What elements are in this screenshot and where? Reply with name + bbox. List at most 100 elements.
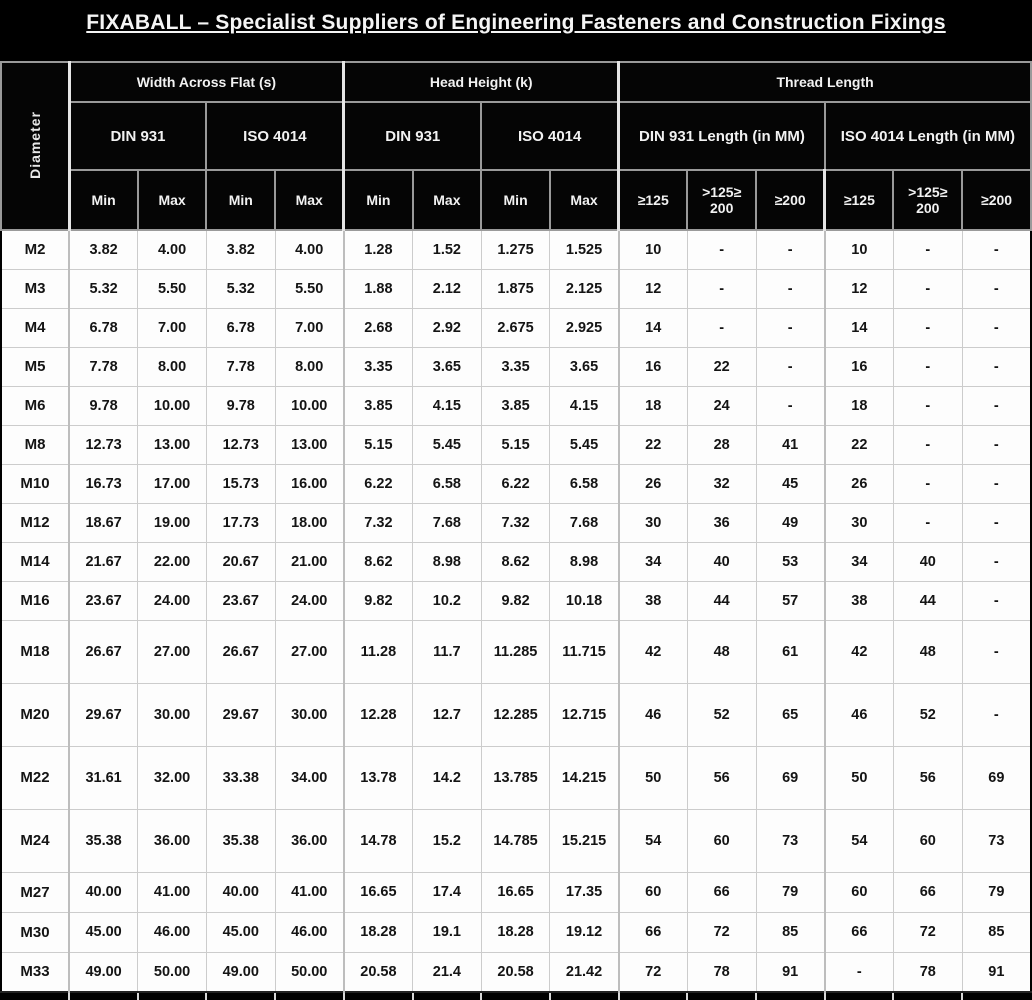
table-cell: 42 (823, 619, 894, 684)
table-cell: 5.15 (342, 424, 414, 465)
row-diameter-label: M12 (0, 502, 70, 543)
table-cell: 10.2 (412, 580, 482, 621)
table-cell: 54 (617, 808, 688, 873)
table-cell: 9.78 (68, 385, 139, 426)
table-cell: 22.00 (137, 541, 207, 582)
table-cell: 14 (823, 307, 894, 348)
table-cell: 11.28 (342, 619, 414, 684)
table-cell: - (961, 385, 1032, 426)
table-cell: 79 (755, 871, 826, 913)
row-diameter-label: M8 (0, 424, 70, 465)
table-cell: - (961, 229, 1032, 270)
row-diameter-label: M5 (0, 346, 70, 387)
table-cell: 34 (823, 541, 894, 582)
row-diameter-label: M6 (0, 385, 70, 426)
table-cell: 50.00 (274, 951, 345, 993)
table-cell: 38 (617, 580, 688, 621)
table-cell: 52 (686, 682, 757, 747)
bottom-strip-cell (342, 991, 413, 1000)
standard-header: DIN 931 Length (in MM) (617, 101, 826, 171)
table-cell: 30.00 (274, 682, 345, 747)
row-diameter-label: M3 (0, 268, 70, 309)
table-cell: 7.32 (342, 502, 414, 543)
table-cell: 36.00 (274, 808, 345, 873)
standard-header: ISO 4014 Length (in MM) (823, 101, 1032, 171)
table-cell: - (755, 229, 826, 270)
table-cell: 21.67 (68, 541, 139, 582)
table-cell: 14.215 (549, 745, 620, 810)
table-cell: 60 (686, 808, 757, 873)
table-cell: 2.925 (549, 307, 620, 348)
table-cell: - (892, 424, 963, 465)
table-row: M20 29.67 30.00 29.67 30.00 12.28 12.7 12.285 12… (0, 682, 1032, 747)
table-row: M24 35.38 36.00 35.38 36.00 14.78 15.2 14.785 15… (0, 808, 1032, 873)
table-cell: 13.00 (137, 424, 207, 465)
row-diameter-label: M27 (0, 871, 70, 913)
table-cell: - (892, 229, 963, 270)
table-cell: 26.67 (205, 619, 276, 684)
table-cell: 31.61 (68, 745, 139, 810)
table-cell: 44 (892, 580, 963, 621)
table-cell: 22 (823, 424, 894, 465)
table-cell: 69 (961, 745, 1032, 810)
table-cell: 66 (823, 911, 894, 953)
table-cell: 5.50 (274, 268, 345, 309)
table-cell: 19.12 (549, 911, 620, 953)
table-cell: - (961, 502, 1032, 543)
table-cell: 2.68 (342, 307, 414, 348)
table-cell: 10 (617, 229, 688, 270)
table-cell: 15.2 (412, 808, 482, 873)
table-cell: 3.85 (480, 385, 551, 426)
row-diameter-label: M33 (0, 951, 70, 993)
table-cell: - (961, 346, 1032, 387)
table-cell: 2.12 (412, 268, 482, 309)
table-cell: 4.00 (274, 229, 345, 270)
table-cell: 40.00 (205, 871, 276, 913)
table-row: M14 21.67 22.00 20.67 21.00 8.62 8.98 8.62 8.98 3… (0, 541, 1032, 582)
table-cell: 10 (823, 229, 894, 270)
table-cell: 23.67 (68, 580, 139, 621)
column-header: ≥200 (755, 169, 826, 231)
table-cell: 60 (892, 808, 963, 873)
table-cell: 6.58 (412, 463, 482, 504)
table-row: M27 40.00 41.00 40.00 41.00 16.65 17.4 16.65 17.… (0, 871, 1032, 913)
table-cell: - (823, 951, 894, 993)
table-cell: 53 (755, 541, 826, 582)
table-cell: 41 (755, 424, 826, 465)
table-cell: 48 (892, 619, 963, 684)
table-cell: 9.78 (205, 385, 276, 426)
table-cell: 3.65 (549, 346, 620, 387)
table-cell: - (961, 541, 1032, 582)
table-cell: 1.525 (549, 229, 620, 270)
table-cell: 5.45 (412, 424, 482, 465)
table-cell: 3.82 (68, 229, 139, 270)
table-cell: 7.00 (274, 307, 345, 348)
bottom-strip-cell (411, 991, 482, 1000)
table-cell: 6.22 (480, 463, 551, 504)
table-cell: - (961, 268, 1032, 309)
table-cell: 8.98 (412, 541, 482, 582)
table-cell: 27.00 (274, 619, 345, 684)
table-cell: 6.78 (205, 307, 276, 348)
column-header: >125≥ 200 (686, 169, 758, 231)
table-cell: 12.73 (68, 424, 139, 465)
table-cell: 78 (686, 951, 757, 993)
table-cell: 91 (755, 951, 826, 993)
table-cell: 10.18 (549, 580, 620, 621)
table-cell: 3.82 (205, 229, 276, 270)
table-cell: 72 (617, 951, 688, 993)
table-cell: 49.00 (68, 951, 139, 993)
table-cell: - (686, 229, 757, 270)
row-diameter-label: M24 (0, 808, 70, 873)
table-cell: 12.285 (480, 682, 551, 747)
table-cell: - (755, 268, 826, 309)
bottom-strip-cell (961, 991, 1031, 1000)
table-cell: 10.00 (274, 385, 345, 426)
column-header: Min (342, 169, 414, 231)
table-cell: 27.00 (137, 619, 207, 684)
table-row: M2 3.82 4.00 3.82 4.00 1.28 1.52 1.275 1.525 10- -… (0, 229, 1032, 270)
table-cell: 5.15 (480, 424, 551, 465)
table-cell: 72 (686, 911, 757, 953)
table-cell: 28 (686, 424, 757, 465)
